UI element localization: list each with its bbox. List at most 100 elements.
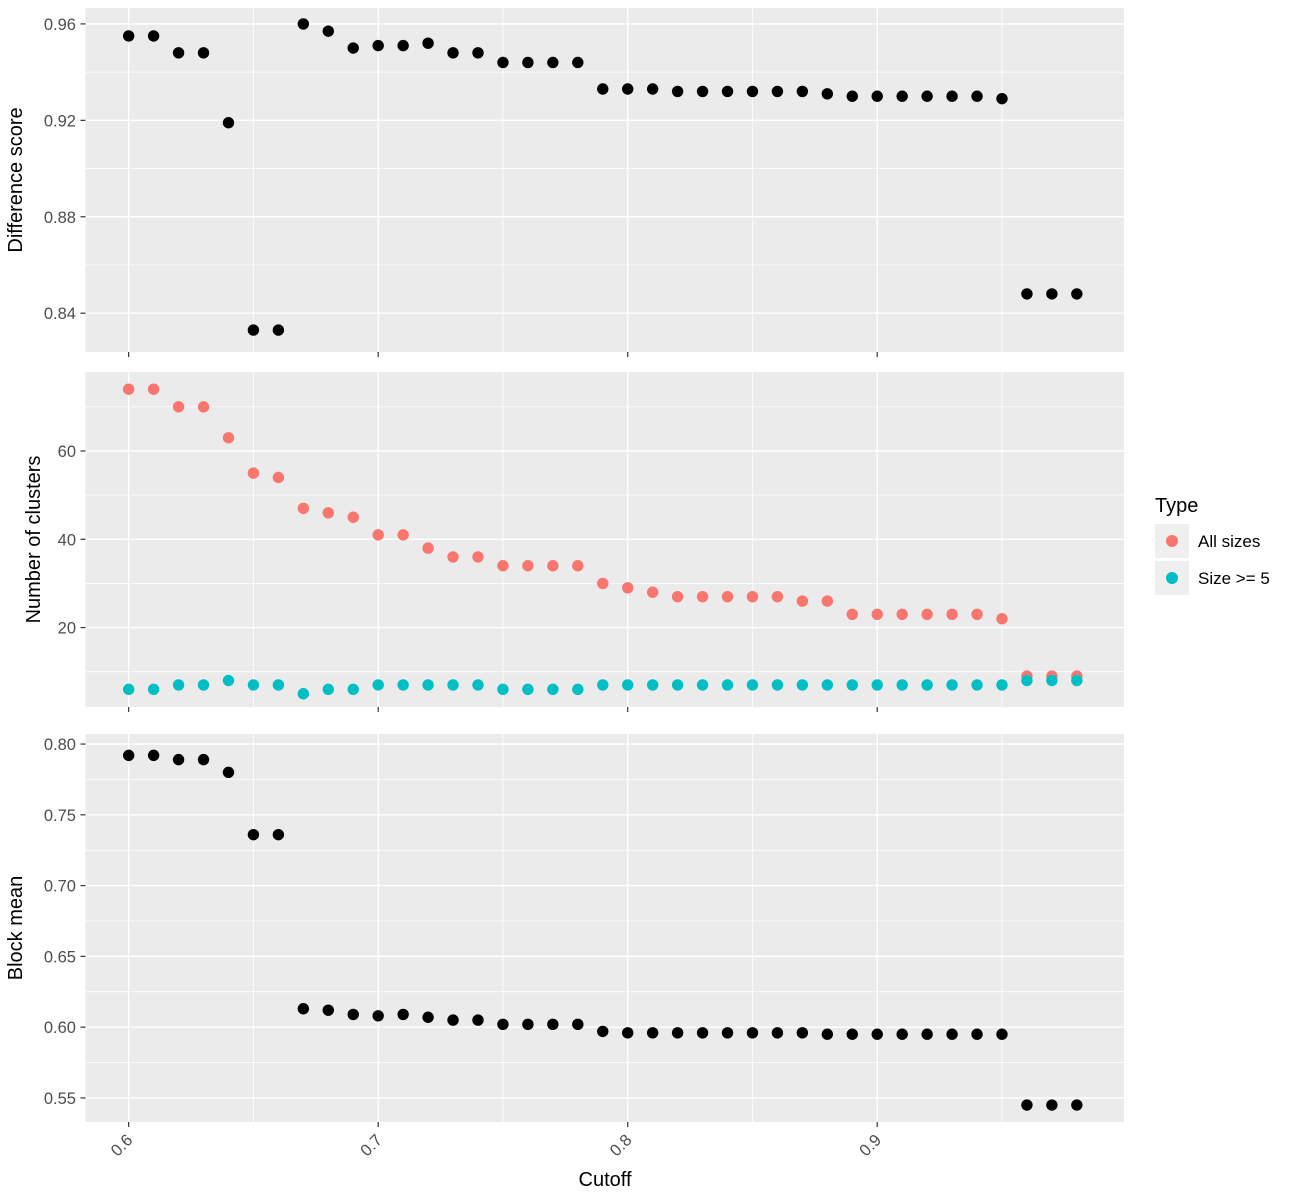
data-point [497, 56, 509, 69]
legend-item-label: All sizes [1198, 532, 1260, 551]
data-point [147, 30, 160, 42]
data-point [846, 1028, 858, 1040]
data-point [821, 88, 834, 100]
data-point [771, 1027, 784, 1039]
data-point [547, 683, 559, 696]
data-point [347, 1008, 359, 1021]
data-point [896, 90, 908, 102]
y-axis-title-difference-score: Difference score [5, 107, 27, 252]
data-point [921, 1028, 933, 1040]
legend: Type All sizes Size >= 5 [1155, 495, 1270, 595]
data-point [646, 679, 659, 691]
data-point [622, 679, 634, 691]
data-point [172, 47, 185, 59]
data-point [172, 753, 185, 766]
data-point [946, 90, 958, 102]
data-point [572, 56, 584, 69]
data-point [721, 1027, 734, 1039]
data-point [547, 56, 559, 69]
data-point [846, 608, 858, 621]
data-point [622, 582, 634, 594]
data-point [821, 595, 834, 607]
data-point [796, 679, 809, 691]
data-point [671, 85, 684, 98]
data-point [971, 608, 983, 621]
data-point [597, 679, 609, 691]
data-point [222, 766, 235, 779]
y-tick-label: 60 [58, 443, 76, 461]
data-point [422, 1011, 434, 1023]
data-point [222, 674, 235, 687]
data-point [322, 25, 334, 37]
data-point [347, 511, 359, 523]
data-point [1046, 288, 1058, 300]
data-point [347, 42, 359, 54]
data-point [522, 1018, 534, 1031]
data-point [297, 688, 310, 700]
data-point [297, 1003, 310, 1015]
data-point [1046, 674, 1058, 687]
data-point [671, 679, 684, 691]
data-point [372, 39, 384, 52]
data-point [472, 679, 484, 691]
y-tick-label: 0.96 [44, 16, 76, 34]
data-point [721, 590, 734, 603]
data-point [522, 683, 534, 696]
data-point [472, 47, 484, 59]
data-point [372, 529, 384, 541]
data-point [547, 560, 559, 572]
data-point [322, 507, 334, 519]
data-point [397, 679, 409, 691]
data-point [921, 90, 933, 102]
legend-item-label: Size >= 5 [1198, 569, 1270, 588]
data-point [597, 83, 609, 95]
data-point [646, 586, 659, 598]
data-point [147, 383, 160, 395]
data-point [422, 37, 434, 49]
x-tick-label: 0.9 [856, 1131, 885, 1160]
data-point [322, 683, 334, 696]
data-point [696, 679, 709, 691]
data-point [646, 1027, 659, 1039]
data-point [1021, 288, 1033, 300]
data-point [1021, 1099, 1033, 1111]
data-point [996, 92, 1008, 105]
data-point [147, 749, 160, 762]
data-point [721, 85, 734, 98]
y-axis-title-block-mean: Block mean [5, 876, 27, 981]
data-point [746, 679, 759, 691]
data-point [796, 85, 809, 98]
data-point [522, 560, 534, 572]
data-point [572, 1018, 584, 1031]
data-point [946, 679, 958, 691]
data-point [1021, 674, 1033, 687]
data-point [771, 590, 784, 603]
data-point [971, 679, 983, 691]
y-tick-label: 0.80 [44, 736, 76, 754]
data-point [1046, 1099, 1058, 1111]
y-tick-label: 0.65 [44, 948, 76, 966]
data-point [297, 502, 310, 515]
data-point [871, 608, 883, 621]
x-tick-label: 0.7 [357, 1131, 386, 1160]
data-point [1071, 288, 1083, 300]
data-point [721, 679, 734, 691]
data-point [172, 401, 185, 413]
data-point [946, 1028, 958, 1040]
data-point [946, 608, 958, 621]
data-point [921, 608, 933, 621]
y-tick-label: 0.75 [44, 807, 76, 825]
data-point [122, 749, 135, 762]
x-tick-label: 0.8 [607, 1131, 636, 1160]
legend-key-dot [1166, 572, 1178, 584]
panel-background [85, 8, 1124, 352]
data-point [996, 613, 1008, 625]
data-point [222, 117, 235, 129]
data-point [896, 608, 908, 621]
data-point [1071, 674, 1083, 687]
legend-items: All sizes Size >= 5 [1155, 524, 1270, 595]
data-point [322, 1004, 334, 1016]
data-point [971, 1028, 983, 1040]
data-point [771, 679, 784, 691]
data-point [746, 590, 759, 603]
